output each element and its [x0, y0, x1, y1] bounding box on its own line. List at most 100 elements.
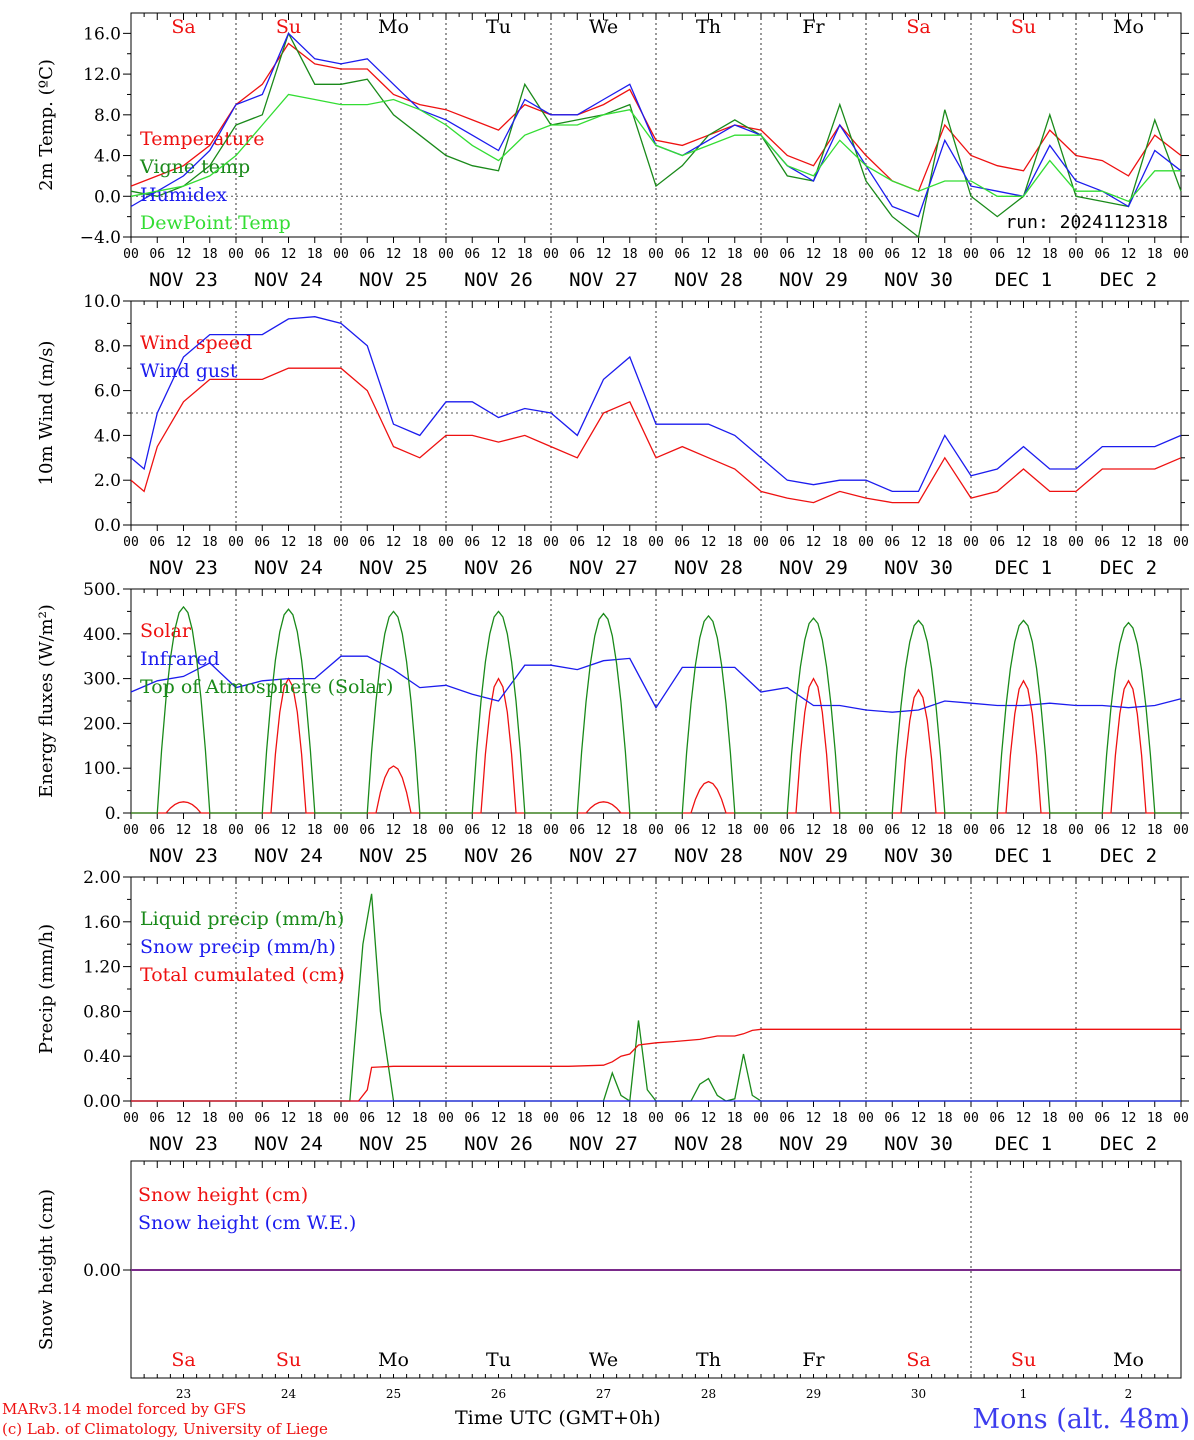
y-tick-label: 1.20: [83, 958, 121, 978]
x-date-label: NOV 23: [149, 557, 218, 579]
day-name: Sa: [171, 16, 195, 38]
series-temperature: [130, 42, 1182, 193]
x-hour-label: 00: [753, 535, 769, 550]
x-date-label: NOV 24: [254, 269, 323, 291]
x-hour-label: 18: [307, 247, 323, 262]
day-name: Fr: [802, 16, 825, 38]
x-hour-label: 06: [1094, 247, 1110, 262]
x-hour-label: 00: [438, 535, 454, 550]
x-hour-label: 06: [779, 823, 795, 838]
x-hour-label: 00: [963, 247, 979, 262]
x-hour-label: 12: [1121, 247, 1137, 262]
credit-line-2: (c) Lab. of Climatology, University of L…: [2, 1420, 328, 1438]
x-date-label: NOV 26: [464, 269, 533, 291]
x-hour-label: 00: [648, 823, 664, 838]
x-hour-label: 12: [1121, 535, 1137, 550]
x-date-label: NOV 26: [464, 845, 533, 867]
x-hour-label: 00: [648, 535, 664, 550]
x-hour-label: 06: [254, 823, 270, 838]
x-hour-label: 00: [228, 247, 244, 262]
x-date-label: NOV 25: [359, 1133, 428, 1155]
x-hour-label: 18: [202, 247, 218, 262]
x-hour-label: 12: [701, 247, 717, 262]
x-hour-label: 12: [806, 247, 822, 262]
series-vigne-temp: [130, 31, 1182, 239]
legend-top-of-atmosphere-solar-: Top of Atmosphere (Solar): [140, 676, 393, 698]
x-hour-label: 18: [727, 823, 743, 838]
x-date-label: NOV 30: [884, 557, 953, 579]
x-hour-label: 12: [596, 535, 612, 550]
x-hour-label: 18: [937, 535, 953, 550]
x-hour-label: 06: [674, 535, 690, 550]
x-hour-label: 12: [806, 535, 822, 550]
x-date-label: DEC 2: [1100, 557, 1157, 579]
x-hour-label: 06: [884, 1111, 900, 1126]
day-name: Th: [696, 16, 721, 38]
day-name: Mo: [1113, 16, 1144, 38]
x-hour-label: 06: [464, 247, 480, 262]
x-hour-label: 12: [911, 535, 927, 550]
x-date-label: NOV 27: [569, 269, 638, 291]
y-tick-label: 2.00: [83, 868, 121, 888]
x-hour-label: 12: [491, 823, 507, 838]
x-hour-label: 00: [858, 535, 874, 550]
series-liquid-precip-mm-h-: [131, 893, 1181, 1103]
x-hour-label: 06: [779, 535, 795, 550]
x-hour-label: 18: [727, 535, 743, 550]
x-hour-label: 18: [1147, 823, 1163, 838]
x-hour-label: 06: [1094, 535, 1110, 550]
y-tick-label: −4.0: [80, 228, 121, 248]
x-hour-label: 00: [438, 247, 454, 262]
x-hour-label: 00: [333, 1111, 349, 1126]
panel-energy: 0. 100. 200. 300. 400. 500. Energy fluxes (W/m…: [36, 580, 1189, 867]
x-date-label: NOV 24: [254, 1133, 323, 1155]
x-hour-label: 12: [596, 247, 612, 262]
x-hour-label: 06: [149, 535, 165, 550]
y-tick-label: 0.00: [83, 1261, 121, 1281]
x-hour-label: 12: [701, 823, 717, 838]
day-name: Tu: [486, 16, 511, 38]
y-tick-label: 0.: [105, 804, 121, 824]
day-number: 26: [491, 1387, 506, 1401]
x-date-label: NOV 29: [779, 269, 848, 291]
x-hour-label: 00: [1068, 535, 1084, 550]
x-hour-label: 18: [202, 1111, 218, 1126]
legend-total-cumulated-cm-: Total cumulated (cm): [140, 964, 345, 986]
x-hour-label: 00: [753, 1111, 769, 1126]
x-hour-label: 06: [254, 247, 270, 262]
x-date-label: DEC 2: [1100, 1133, 1157, 1155]
y-tick-label: 0.0: [94, 516, 121, 536]
x-hour-label: 06: [149, 1111, 165, 1126]
day-name-bottom: Su: [276, 1349, 301, 1371]
x-hour-label: 18: [622, 535, 638, 550]
x-hour-label: 00: [333, 823, 349, 838]
y-axis-label: Snow height (cm): [36, 1189, 57, 1350]
legend-wind-gust: Wind gust: [140, 360, 238, 382]
series-wind-speed: [130, 367, 1182, 504]
x-hour-label: 00: [543, 823, 559, 838]
x-hour-label: 12: [386, 823, 402, 838]
legend-snow-height-cm-: Snow height (cm): [138, 1184, 308, 1206]
x-hour-label: 06: [674, 1111, 690, 1126]
x-hour-label: 00: [228, 1111, 244, 1126]
y-tick-label: 0.80: [83, 1002, 121, 1022]
legend-infrared: Infrared: [140, 648, 220, 670]
credit-line-1: MARv3.14 model forced by GFS: [2, 1400, 246, 1418]
x-date-label: NOV 28: [674, 1133, 743, 1155]
location-label: Mons (alt. 48m): [972, 1404, 1190, 1435]
x-date-label: NOV 30: [884, 1133, 953, 1155]
x-axis-title: Time UTC (GMT+0h): [455, 1407, 661, 1429]
x-hour-label: 12: [701, 1111, 717, 1126]
series-top-of-atmosphere-solar-: [131, 605, 1181, 814]
y-tick-label: 8.0: [94, 106, 121, 126]
y-tick-label: 400.: [83, 625, 121, 645]
y-tick-label: 4.0: [94, 426, 121, 446]
x-hour-label: 18: [1147, 1111, 1163, 1126]
x-hour-label: 18: [1042, 535, 1058, 550]
x-hour-label: 12: [806, 1111, 822, 1126]
x-date-label: NOV 27: [569, 557, 638, 579]
y-tick-label: 6.0: [94, 382, 121, 402]
x-hour-label: 18: [517, 535, 533, 550]
x-hour-label: 00: [1173, 823, 1189, 838]
x-hour-label: 12: [176, 535, 192, 550]
